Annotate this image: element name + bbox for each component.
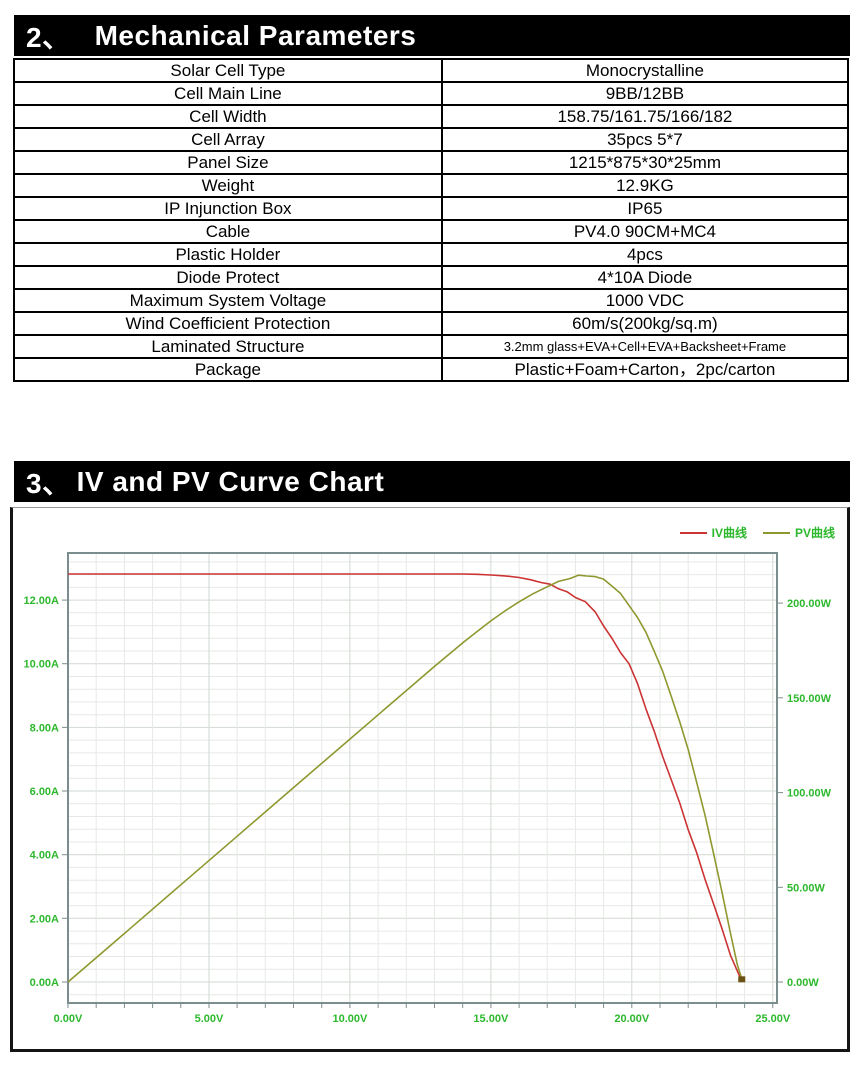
table-row: Weight 12.9KG	[13, 173, 850, 198]
param-label: IP Injunction Box	[13, 196, 443, 221]
param-label: Laminated Structure	[13, 334, 443, 359]
table-row: Solar Cell Type Monocrystalline	[13, 58, 850, 83]
param-label: Solar Cell Type	[13, 58, 443, 83]
legend-line-icon	[762, 531, 790, 534]
section3-number: 3、	[26, 467, 71, 499]
param-value: PV4.0 90CM+MC4	[440, 219, 850, 244]
param-value: 12.9KG	[440, 173, 850, 198]
svg-text:25.00V: 25.00V	[755, 1013, 791, 1025]
svg-text:10.00A: 10.00A	[24, 659, 60, 671]
section3-header: 3、 IV and PV Curve Chart	[14, 461, 850, 502]
param-value: 4*10A Diode	[440, 265, 850, 290]
svg-text:200.00W: 200.00W	[787, 598, 832, 610]
table-row: Maximum System Voltage 1000 VDC	[13, 288, 850, 313]
table-row: Cell Main Line 9BB/12BB	[13, 81, 850, 106]
svg-text:0.00W: 0.00W	[787, 977, 819, 989]
legend-label: PV曲线	[794, 526, 835, 540]
param-label: Plastic Holder	[13, 242, 443, 267]
param-label: Cable	[13, 219, 443, 244]
svg-text:5.00V: 5.00V	[195, 1013, 224, 1025]
table-row: Plastic Holder 4pcs	[13, 242, 850, 267]
legend-item: PV曲线	[762, 524, 835, 541]
param-label: Panel Size	[13, 150, 443, 175]
table-row: Package Plastic+Foam+Carton，2pc/carton	[13, 357, 850, 382]
svg-text:0.00V: 0.00V	[54, 1013, 83, 1025]
legend-label: IV曲线	[711, 526, 747, 540]
legend-line-icon	[679, 531, 707, 534]
section3-title: IV and PV Curve Chart	[76, 465, 385, 497]
param-label: Package	[13, 357, 443, 382]
param-label: Cell Width	[13, 104, 443, 129]
param-value: 3.2mm glass+EVA+Cell+EVA+Backsheet+Frame	[440, 334, 850, 359]
table-row: Panel Size 1215*875*30*25mm	[13, 150, 850, 175]
svg-text:15.00V: 15.00V	[473, 1013, 509, 1025]
svg-text:100.00W: 100.00W	[787, 788, 832, 800]
svg-text:6.00A: 6.00A	[30, 786, 59, 798]
svg-text:10.00V: 10.00V	[332, 1013, 368, 1025]
mechanical-parameters-table: Solar Cell Type Monocrystalline Cell Main …	[13, 58, 850, 382]
param-value: 158.75/161.75/166/182	[440, 104, 850, 129]
section2-header: 2、 Mechanical Parameters	[14, 15, 850, 56]
table-row: Cell Width 158.75/161.75/166/182	[13, 104, 850, 129]
svg-text:12.00A: 12.00A	[24, 595, 60, 607]
param-label: Cell Main Line	[13, 81, 443, 106]
svg-text:4.00A: 4.00A	[30, 850, 59, 862]
chart-legend: IV曲线 PV曲线	[679, 524, 835, 541]
svg-text:2.00A: 2.00A	[30, 913, 59, 925]
param-value: IP65	[440, 196, 850, 221]
svg-text:0.00A: 0.00A	[30, 977, 59, 989]
param-value: 9BB/12BB	[440, 81, 850, 106]
table-row: Cable PV4.0 90CM+MC4	[13, 219, 850, 244]
table-row: Cell Array 35pcs 5*7	[13, 127, 850, 152]
param-value: Monocrystalline	[440, 58, 850, 83]
table-row: Laminated Structure 3.2mm glass+EVA+Cell+…	[13, 334, 850, 359]
svg-text:20.00V: 20.00V	[614, 1013, 650, 1025]
param-label: Maximum System Voltage	[13, 288, 443, 313]
param-value: 35pcs 5*7	[440, 127, 850, 152]
section2-number: 2、	[26, 21, 71, 53]
param-label: Cell Array	[13, 127, 443, 152]
svg-text:50.00W: 50.00W	[787, 882, 826, 894]
table-row: Diode Protect 4*10A Diode	[13, 265, 850, 290]
param-value: Plastic+Foam+Carton，2pc/carton	[440, 357, 850, 382]
param-value: 1000 VDC	[440, 288, 850, 313]
section2-title: Mechanical Parameters	[94, 19, 417, 51]
iv-pv-chart-container: IV曲线 PV曲线 12.00A 10.00A 8.00A 6.00A 4.00A 2.00…	[10, 507, 850, 1052]
legend-item: IV曲线	[679, 524, 747, 541]
param-label: Diode Protect	[13, 265, 443, 290]
svg-text:150.00W: 150.00W	[787, 693, 832, 705]
param-label: Weight	[13, 173, 443, 198]
table-row: IP Injunction Box IP65	[13, 196, 850, 221]
table-row: Wind Coefficient Protection 60m/s(200kg/s…	[13, 311, 850, 336]
param-label: Wind Coefficient Protection	[13, 311, 443, 336]
iv-pv-chart: 12.00A 10.00A 8.00A 6.00A 4.00A 2.00A 0.00A 200…	[24, 552, 832, 1025]
param-value: 4pcs	[440, 242, 850, 267]
param-value: 1215*875*30*25mm	[440, 150, 850, 175]
param-value: 60m/s(200kg/sq.m)	[440, 311, 850, 336]
svg-text:8.00A: 8.00A	[30, 722, 59, 734]
